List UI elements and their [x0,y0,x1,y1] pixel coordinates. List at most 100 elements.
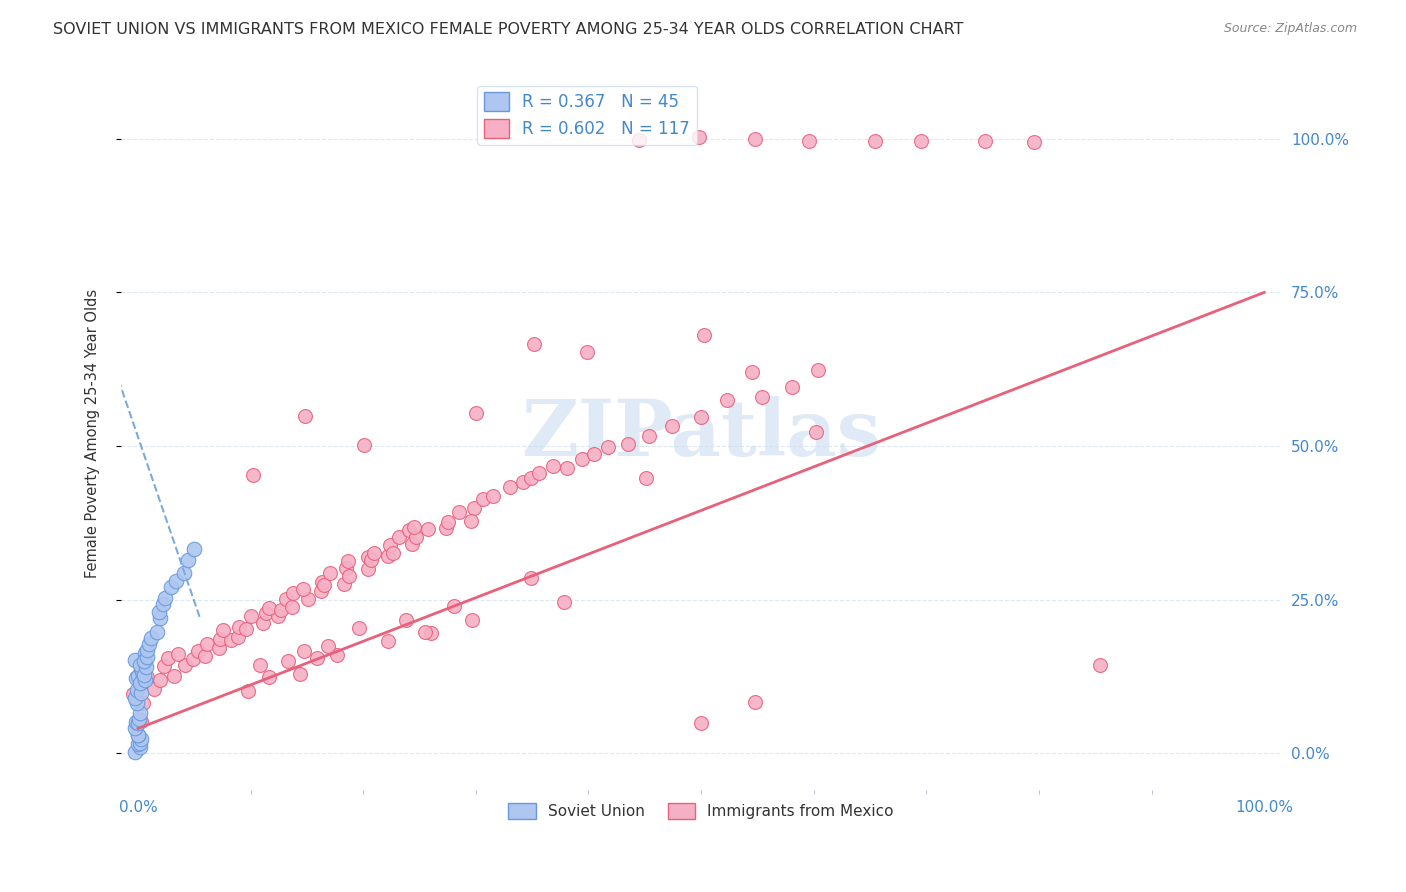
Point [398,523,420,537]
Point [863,134,886,148]
Point [449,505,471,519]
Legend: Soviet Union, Immigrants from Mexico: Soviet Union, Immigrants from Mexico [502,797,900,825]
Point [689,716,711,731]
Point [583,447,606,461]
Point [661,418,683,433]
Point [124,653,146,667]
Point [208,641,231,656]
Point [187,643,209,657]
Point [637,428,659,442]
Point [290,666,312,681]
Point [806,425,828,439]
Point [349,621,371,635]
Point [292,582,315,596]
Point [541,458,564,473]
Point [472,491,495,506]
Point [799,134,821,148]
Point [128,675,150,690]
Point [276,592,298,607]
Point [194,648,217,663]
Y-axis label: Female Poverty Among 25-34 Year Olds: Female Poverty Among 25-34 Year Olds [86,289,100,578]
Point [139,631,162,645]
Point [576,345,599,359]
Point [437,516,460,530]
Point [138,637,160,651]
Point [132,669,155,683]
Point [529,467,551,481]
Point [311,584,333,599]
Point [257,670,280,684]
Point [129,686,152,700]
Point [142,681,165,696]
Point [152,597,174,611]
Text: Source: ZipAtlas.com: Source: ZipAtlas.com [1223,22,1357,36]
Point [339,569,361,583]
Point [378,538,401,552]
Point [131,664,153,678]
Point [311,574,333,589]
Point [512,475,534,489]
Point [125,671,148,685]
Point [134,646,156,660]
Point [617,436,640,450]
Point [333,576,356,591]
Point [460,514,482,528]
Point [149,673,172,687]
Point [136,650,159,665]
Point [132,654,155,668]
Point [319,566,342,580]
Point [464,406,486,420]
Point [335,561,357,575]
Point [129,706,152,720]
Point [377,549,399,563]
Point [461,614,484,628]
Point [326,648,349,662]
Point [1024,135,1046,149]
Point [443,599,465,613]
Point [337,554,360,568]
Point [135,669,157,683]
Point [270,603,292,617]
Point [628,133,651,147]
Point [128,712,150,726]
Point [183,542,205,557]
Point [405,531,427,545]
Point [167,647,190,661]
Point [160,580,183,594]
Point [688,130,710,145]
Point [571,451,593,466]
Point [744,132,766,146]
Point [235,622,257,636]
Point [195,637,218,651]
Point [181,652,204,666]
Point [125,683,148,698]
Point [131,714,153,728]
Point [177,553,200,567]
Point [689,410,711,425]
Point [744,695,766,709]
Point [523,337,546,351]
Point [553,595,575,609]
Point [693,328,716,343]
Point [124,745,146,759]
Point [129,675,152,690]
Point [236,684,259,698]
Point [294,409,316,423]
Point [125,715,148,730]
Point [249,658,271,673]
Point [555,460,578,475]
Point [252,616,274,631]
Point [134,673,156,687]
Point [305,651,328,665]
Point [741,365,763,379]
Point [148,605,170,619]
Point [297,591,319,606]
Point [121,687,143,701]
Point [520,571,543,585]
Point [129,657,152,672]
Point [353,438,375,452]
Point [388,529,411,543]
Point [240,609,263,624]
Point [173,658,195,673]
Point [360,553,382,567]
